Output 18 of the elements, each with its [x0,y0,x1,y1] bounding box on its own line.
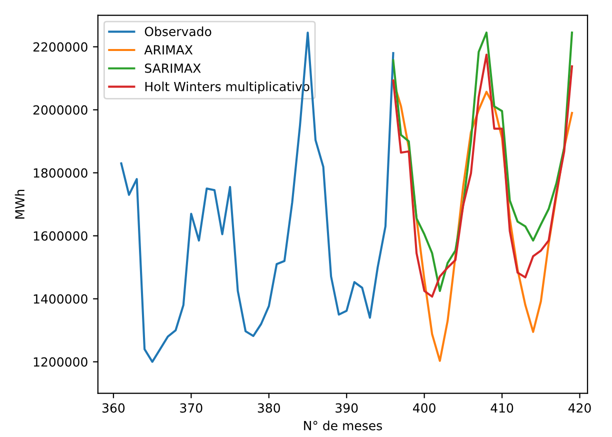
legend-label: Observado [144,26,212,36]
x-tick-label: 360 [102,403,125,413]
x-tick-label: 410 [490,403,514,413]
x-tick-label: 400 [413,403,436,413]
y-tick-label: 1800000 [34,168,88,178]
x-tick-label: 390 [336,403,358,413]
legend-label: SARIMAX [144,63,201,73]
x-axis-title: N° de meses [304,420,382,430]
y-axis-title: MWh [14,190,24,219]
y-tick-label: 2200000 [33,42,88,52]
x-tick-label: 420 [568,403,591,413]
y-tick-label: 1200000 [34,357,88,367]
y-tick-label: 1400000 [34,294,88,304]
x-tick-label: 380 [258,403,280,413]
legend-label: ARIMAX [144,45,193,54]
x-tick-label: 370 [180,403,202,413]
y-tick-label: 1600000 [34,231,88,241]
y-tick-label: 2000000 [33,105,88,115]
